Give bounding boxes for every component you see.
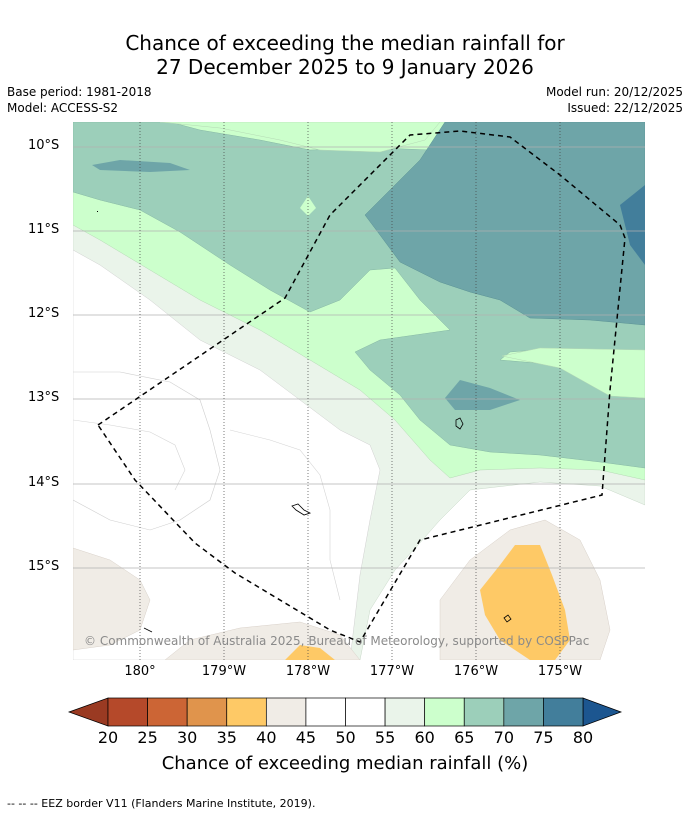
lon-label-178w: 178°W <box>285 664 331 679</box>
colorbar-segment <box>265 697 307 727</box>
band-70-75-left-patch <box>92 160 190 172</box>
island-wallis <box>455 417 464 430</box>
lon-label-176w: 176°W <box>453 664 499 679</box>
colorbar-tick-label: 25 <box>137 728 158 747</box>
lon-label-175w: 175°W <box>537 664 583 679</box>
island-alofi-futuna <box>291 503 312 516</box>
map-plot-area: © Commonwealth of Australia 2025, Bureau… <box>73 122 645 660</box>
lat-label-13s: 13°S <box>28 390 60 405</box>
colorbar-tick-label: 60 <box>414 728 435 747</box>
band-40-45-lower-left <box>73 547 151 651</box>
colorbar-label: Chance of exceeding median rainfall (%) <box>161 753 529 774</box>
band-35-40-bottom <box>285 645 335 660</box>
contour-line-1 <box>73 371 221 531</box>
lat-label-11s: 11°S <box>28 222 60 237</box>
band-60-65-patch <box>159 122 441 153</box>
lon-label-179w: 179°W <box>201 664 247 679</box>
colorbar <box>67 697 623 727</box>
eez-border <box>96 130 626 643</box>
band-50-55 <box>73 249 381 660</box>
lon-label-177w: 177°W <box>369 664 415 679</box>
colorbar-tick-label: 55 <box>374 728 396 747</box>
colorbar-tick-label: 40 <box>256 728 277 747</box>
contour-line-2 <box>73 419 186 491</box>
colorbar-segment <box>186 697 228 727</box>
meta-right: Model run: 20/12/2025 Issued: 22/12/2025 <box>546 84 683 116</box>
title-line-2: 27 December 2025 to 9 January 2026 <box>156 55 534 79</box>
eez-footnote: -- -- -- EEZ border V11 (Flanders Marine… <box>7 797 316 810</box>
colorbar-over-arrow <box>582 697 623 727</box>
colorbar-segment <box>107 697 148 727</box>
colorbar-segment <box>305 697 346 727</box>
colorbar-segment <box>384 697 426 727</box>
colorbar-tick-label: 65 <box>454 728 475 747</box>
title-line-1: Chance of exceeding the median rainfall … <box>125 31 565 55</box>
colorbar-under-arrow <box>67 697 109 727</box>
island-niuafoou <box>503 614 512 623</box>
band-70-75-mid-patch <box>445 380 520 410</box>
meta-left: Base period: 1981-2018 Model: ACCESS-S2 <box>7 84 152 116</box>
colorbar-tick-label: 30 <box>176 728 198 747</box>
model-run: Model run: 20/12/2025 <box>545 85 683 99</box>
colorbar-segment <box>463 697 505 727</box>
lat-label-12s: 12°S <box>28 306 60 321</box>
colorbar-tick-label: 45 <box>295 728 317 747</box>
colorbar-tick-label: 35 <box>216 728 237 747</box>
band-70-75 <box>364 122 645 326</box>
island-small-south <box>143 627 153 633</box>
band-35-40 <box>480 545 570 660</box>
colorbar-segment <box>543 697 584 727</box>
lat-label-10s: 10°S <box>28 138 60 153</box>
colorbar-segment <box>147 697 188 727</box>
colorbar-tick-label: 80 <box>572 728 594 747</box>
base-period: Base period: 1981-2018 <box>7 85 152 99</box>
model-name: Model: ACCESS-S2 <box>7 101 119 115</box>
colorbar-tick-label: 75 <box>533 728 554 747</box>
contour-line-3 <box>229 429 341 601</box>
colorbar-segment <box>226 697 267 727</box>
colorbar-tick-label: 70 <box>493 728 515 747</box>
lon-label-180: 180° <box>124 664 156 679</box>
colorbar-segment <box>345 697 386 727</box>
band-75-80 <box>620 185 645 265</box>
colorbar-segment <box>424 697 465 727</box>
colorbar-tick-label: 20 <box>97 728 119 747</box>
latitude-gridlines <box>73 146 645 569</box>
copyright-text: © Commonwealth of Australia 2025, Bureau… <box>84 634 589 648</box>
issued-date: Issued: 22/12/2025 <box>567 101 683 115</box>
colorbar-segment <box>503 697 544 727</box>
lat-label-15s: 15°S <box>28 559 60 574</box>
lat-label-14s: 14°S <box>28 475 60 490</box>
colorbar-tick-label: 50 <box>335 728 356 747</box>
island-small-north <box>97 211 98 212</box>
map-title: Chance of exceeding the median rainfall … <box>0 31 690 79</box>
